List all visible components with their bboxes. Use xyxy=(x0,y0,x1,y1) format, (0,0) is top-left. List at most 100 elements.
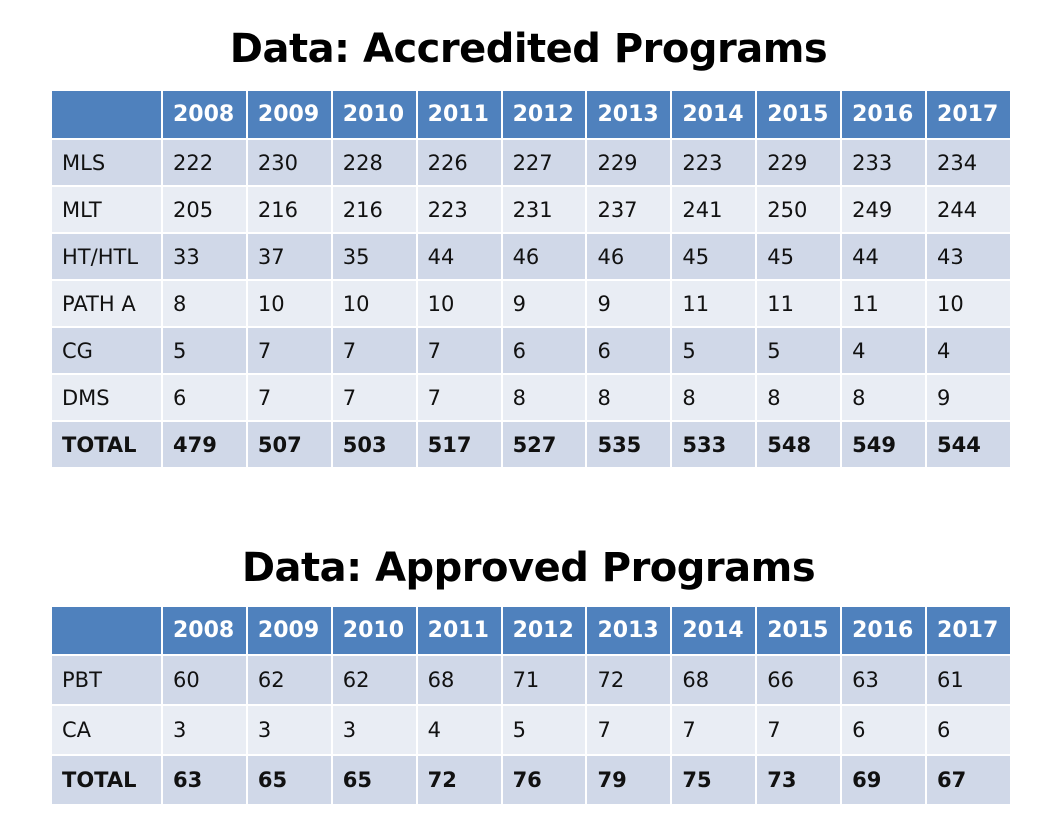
year-header: 2010 xyxy=(331,607,418,656)
table-cell: 11 xyxy=(756,280,843,328)
table-cell: 233 xyxy=(841,139,928,187)
table-cell: 75 xyxy=(671,755,758,806)
table-cell: 7 xyxy=(671,705,758,756)
table-cell: 10 xyxy=(246,280,333,328)
row-label: MLT xyxy=(52,186,163,234)
table-cell: 230 xyxy=(246,139,333,187)
table-cell: 67 xyxy=(926,755,1012,806)
header-row: 2008 2009 2010 2011 2012 2013 2014 2015 2016 2017 xyxy=(52,91,1012,140)
table-cell: 527 xyxy=(501,421,588,469)
table-cell: 7 xyxy=(586,705,673,756)
table-cell: 5 xyxy=(162,327,248,375)
table-cell: 228 xyxy=(331,139,418,187)
table-cell: 223 xyxy=(416,186,503,234)
table-cell: 250 xyxy=(756,186,843,234)
row-label: CA xyxy=(52,705,163,756)
table-cell: 7 xyxy=(246,327,333,375)
table-cell: 205 xyxy=(162,186,248,234)
table-cell: 68 xyxy=(416,655,503,706)
table-cell: 4 xyxy=(926,327,1012,375)
row-label: PBT xyxy=(52,655,163,706)
table-row: CG 5 7 7 7 6 6 5 5 4 4 xyxy=(52,327,1012,375)
year-header: 2017 xyxy=(926,607,1012,656)
table-cell: 229 xyxy=(756,139,843,187)
total-row: TOTAL 479 507 503 517 527 535 533 548 549 544 xyxy=(52,421,1012,469)
table-cell: 43 xyxy=(926,233,1012,281)
table-cell: 535 xyxy=(586,421,673,469)
row-label: TOTAL xyxy=(52,421,163,469)
table-cell: 44 xyxy=(416,233,503,281)
table-cell: 4 xyxy=(841,327,928,375)
table-cell: 45 xyxy=(756,233,843,281)
table-cell: 223 xyxy=(671,139,758,187)
table-cell: 8 xyxy=(501,374,588,422)
row-label: MLS xyxy=(52,139,163,187)
table-cell: 8 xyxy=(586,374,673,422)
table-cell: 234 xyxy=(926,139,1012,187)
table-cell: 6 xyxy=(162,374,248,422)
table-cell: 79 xyxy=(586,755,673,806)
year-header: 2016 xyxy=(841,91,928,140)
table-cell: 3 xyxy=(162,705,248,756)
accredited-programs-title: Data: Accredited Programs xyxy=(229,26,828,72)
year-header: 2011 xyxy=(416,607,503,656)
table-cell: 65 xyxy=(331,755,418,806)
approved-programs-table: 2008 2009 2010 2011 2012 2013 2014 2015 2016 2017… xyxy=(52,607,1012,806)
table-cell: 46 xyxy=(586,233,673,281)
table-cell: 71 xyxy=(501,655,588,706)
table-cell: 222 xyxy=(162,139,248,187)
header-corner-cell xyxy=(52,607,163,656)
table-cell: 69 xyxy=(841,755,928,806)
table-cell: 72 xyxy=(586,655,673,706)
year-header: 2012 xyxy=(501,91,588,140)
table-cell: 7 xyxy=(331,374,418,422)
table-cell: 3 xyxy=(246,705,333,756)
year-header: 2010 xyxy=(331,91,418,140)
year-header: 2012 xyxy=(501,607,588,656)
table-cell: 237 xyxy=(586,186,673,234)
table-cell: 9 xyxy=(501,280,588,328)
table-cell: 231 xyxy=(501,186,588,234)
table-cell: 66 xyxy=(756,655,843,706)
table-cell: 68 xyxy=(671,655,758,706)
table-row: CA 3 3 3 4 5 7 7 7 6 6 xyxy=(52,705,1012,756)
table-cell: 544 xyxy=(926,421,1012,469)
table-cell: 65 xyxy=(246,755,333,806)
table-cell: 11 xyxy=(671,280,758,328)
year-header: 2008 xyxy=(162,91,248,140)
table-cell: 35 xyxy=(331,233,418,281)
row-label: CG xyxy=(52,327,163,375)
table-cell: 6 xyxy=(586,327,673,375)
year-header: 2014 xyxy=(671,91,758,140)
table-cell: 46 xyxy=(501,233,588,281)
table-cell: 61 xyxy=(926,655,1012,706)
table-cell: 6 xyxy=(841,705,928,756)
table-cell: 216 xyxy=(331,186,418,234)
table-cell: 503 xyxy=(331,421,418,469)
table-cell: 507 xyxy=(246,421,333,469)
table-cell: 7 xyxy=(416,374,503,422)
table-cell: 62 xyxy=(331,655,418,706)
year-header: 2009 xyxy=(246,91,333,140)
header-row: 2008 2009 2010 2011 2012 2013 2014 2015 2016 2017 xyxy=(52,607,1012,656)
table-cell: 37 xyxy=(246,233,333,281)
table-cell: 8 xyxy=(162,280,248,328)
table-cell: 10 xyxy=(331,280,418,328)
table-cell: 72 xyxy=(416,755,503,806)
table-cell: 3 xyxy=(331,705,418,756)
year-header: 2017 xyxy=(926,91,1012,140)
table-row: MLT 205 216 216 223 231 237 241 250 249 244 xyxy=(52,186,1012,234)
table-cell: 5 xyxy=(671,327,758,375)
year-header: 2016 xyxy=(841,607,928,656)
table-cell: 7 xyxy=(756,705,843,756)
table-cell: 44 xyxy=(841,233,928,281)
table-cell: 548 xyxy=(756,421,843,469)
year-header: 2013 xyxy=(586,91,673,140)
table-cell: 216 xyxy=(246,186,333,234)
year-header: 2014 xyxy=(671,607,758,656)
table-cell: 10 xyxy=(926,280,1012,328)
table-cell: 8 xyxy=(841,374,928,422)
table-cell: 60 xyxy=(162,655,248,706)
year-header: 2008 xyxy=(162,607,248,656)
table-cell: 33 xyxy=(162,233,248,281)
